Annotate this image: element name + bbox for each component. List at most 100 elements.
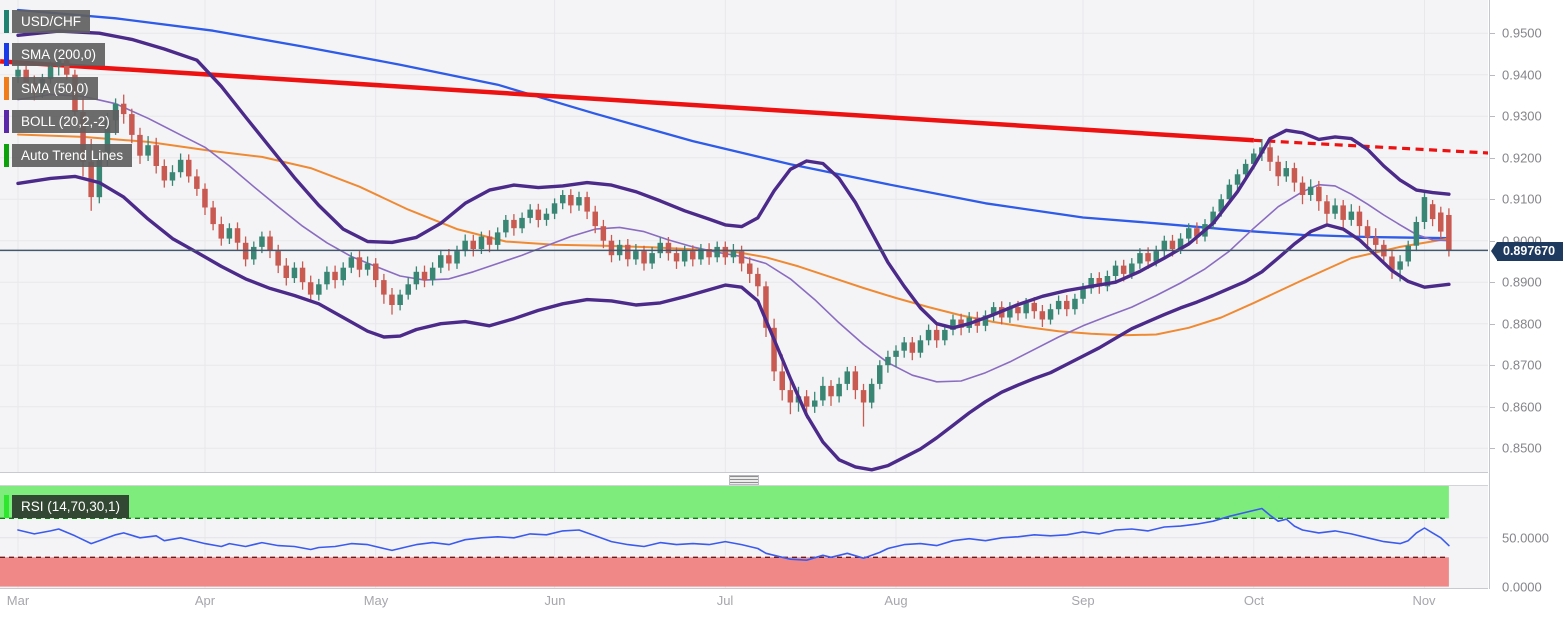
main-chart-panel[interactable] [0,0,1488,473]
legend-boll[interactable]: BOLL (20,2,-2) [4,110,119,133]
candle-body [771,327,777,372]
rsi-color-bar [4,495,9,518]
candle-body [1080,288,1086,299]
candle-body [1389,256,1395,270]
time-axis-label: Nov [1412,593,1436,608]
boll-label: BOLL (20,2,-2) [12,110,119,133]
rsi-line[interactable] [17,507,1450,561]
auto-trend-color-bar [4,144,9,167]
boll-middle-line[interactable] [17,93,1450,383]
boll-upper-band[interactable] [16,29,1451,330]
candle-body [1332,205,1338,214]
candle-body [568,195,574,206]
candle-body [909,342,916,353]
candle-body [470,240,476,249]
candle-body [1356,211,1363,227]
candle-body [454,251,460,264]
candle-body [1438,212,1444,232]
boll-lower-band[interactable] [16,174,1451,472]
legend-symbol[interactable]: USD/CHF [4,10,90,33]
candle-body [316,284,322,295]
price-axis-label: 0.9500 [1502,25,1542,41]
sma50-label: SMA (50,0) [12,77,98,100]
candle-body [275,251,281,266]
boll-color-bar [4,110,9,133]
candle-body [389,294,395,305]
rsi-chart-canvas[interactable] [0,486,1488,588]
auto-trend-line-dashed[interactable] [1253,138,1488,155]
candle-body [1023,302,1029,314]
candle-body [226,228,233,239]
candle-body [625,244,631,260]
candle-body [153,145,159,166]
candles-layer[interactable] [15,57,1452,427]
candle-body [1064,300,1070,310]
time-axis[interactable]: Mar Apr May Jun Jul Aug Sep Oct Nov [0,593,1488,613]
candle-body [1283,168,1289,177]
candle-body [836,383,842,397]
candle-body [1373,237,1379,245]
candle-body [80,112,86,162]
candle-body [1421,197,1428,222]
candle-body [1446,215,1452,251]
candle-body [901,342,907,351]
candle-body [324,271,330,285]
candle-body [592,211,598,227]
auto-trend-label: Auto Trend Lines [12,144,133,167]
main-chart-canvas[interactable] [0,0,1488,472]
candle-body [1299,182,1306,195]
price-axis-label: 0.9100 [1502,191,1542,207]
candle-body [421,271,428,281]
candle-body [844,371,850,384]
candle-body [1348,211,1355,220]
price-axis[interactable]: 0.9500 0.9400 0.9300 0.9200 0.9100 0.9000 0.89… [1489,0,1563,595]
candle-body [494,232,501,245]
candle-body [413,271,420,285]
time-axis-label: Sep [1071,593,1095,608]
candle-body [722,246,729,258]
candle-body [348,257,355,268]
candle-body [1129,263,1135,274]
price-axis-tick [1490,365,1495,366]
sma-50-line[interactable] [17,133,1450,337]
candle-body [877,365,883,384]
sma50-color-bar [4,77,9,100]
candle-body [364,263,371,270]
sma200-color-bar [4,43,9,66]
rsi-panel[interactable] [0,485,1488,589]
candle-body [730,251,737,258]
price-axis-label: 0.9200 [1502,150,1542,166]
symbol-label: USD/CHF [12,10,90,33]
candle-body [1364,226,1371,238]
candle-body [1210,211,1216,225]
candle-body [519,217,525,229]
candle-body [332,271,338,281]
sma-200-line[interactable] [16,8,1451,240]
legend-sma50[interactable]: SMA (50,0) [4,77,98,100]
auto-trend-line-solid[interactable] [0,59,1254,143]
candle-body [1194,228,1200,237]
legend-sma200[interactable]: SMA (200,0) [4,43,106,66]
price-axis-label: 0.8600 [1502,399,1542,415]
candle-body [96,159,103,198]
candle-body [738,251,745,264]
legend-rsi[interactable]: RSI (14,70,30,1) [4,495,130,518]
legend-auto-trend-lines[interactable]: Auto Trend Lines [4,144,133,167]
candle-body [1039,311,1046,320]
candle-body [1145,253,1151,262]
candle-body [852,371,859,391]
candle-body [137,134,143,156]
candle-body [1397,261,1403,270]
candle-body [747,263,753,274]
candle-body [576,197,582,206]
price-axis-tick [1490,75,1495,76]
candle-body [462,240,468,252]
rsi-label: RSI (14,70,30,1) [12,495,130,518]
candle-body [446,255,452,264]
candle-body [104,120,111,160]
time-axis-label: Jul [716,593,734,608]
panel-resize-grip[interactable] [729,475,759,485]
candle-body [1218,199,1224,212]
time-axis-label: Aug [884,593,908,608]
candle-body [1405,245,1411,262]
